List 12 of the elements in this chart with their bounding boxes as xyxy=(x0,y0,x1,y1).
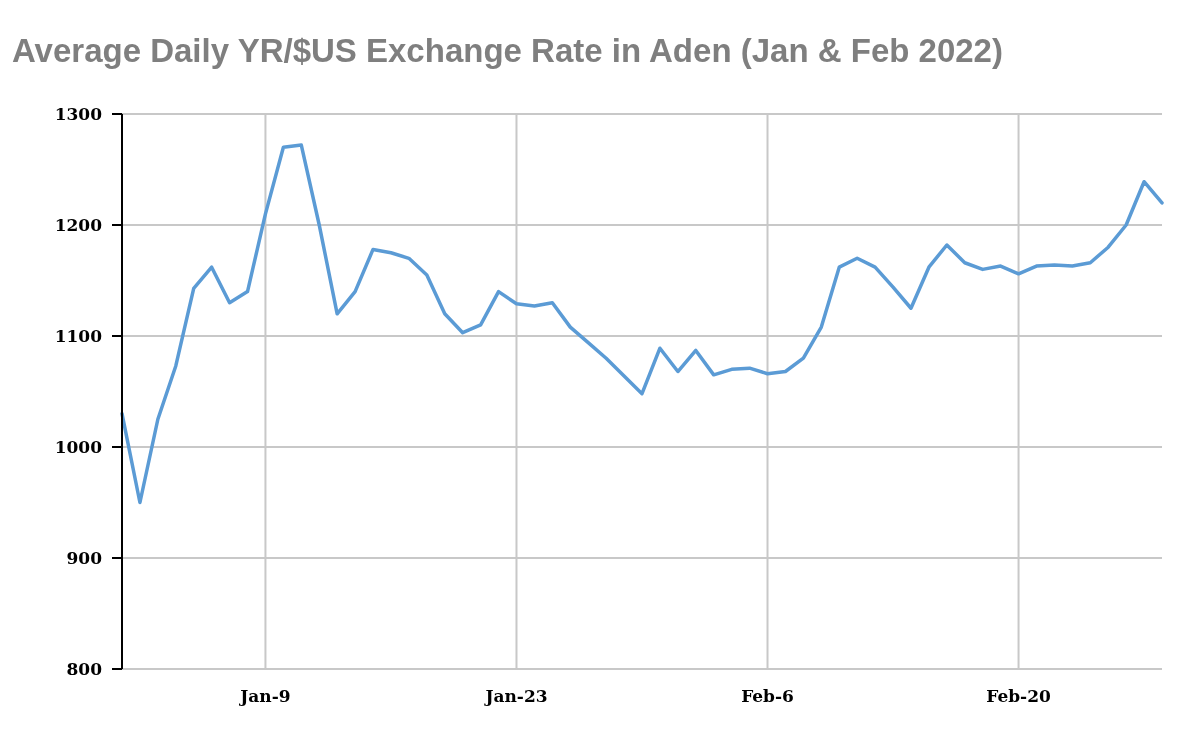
y-tick-label: 1300 xyxy=(54,103,103,124)
y-tick-label: 1100 xyxy=(54,325,103,346)
y-tick-label: 1000 xyxy=(54,436,103,457)
x-tick-label: Jan-23 xyxy=(483,686,548,706)
y-tick-label: 900 xyxy=(66,547,103,568)
x-tick-label: Feb-20 xyxy=(986,686,1051,706)
line-series xyxy=(120,143,1164,505)
x-tick-label: Feb-6 xyxy=(741,686,794,706)
chart-title: Average Daily YR/$US Exchange Rate in Aden (Jan & Feb 2022) xyxy=(12,32,1003,69)
y-tick-label: 800 xyxy=(66,658,103,679)
y-tick-label: 1200 xyxy=(54,214,103,235)
x-tick-label: Jan-9 xyxy=(238,686,291,706)
